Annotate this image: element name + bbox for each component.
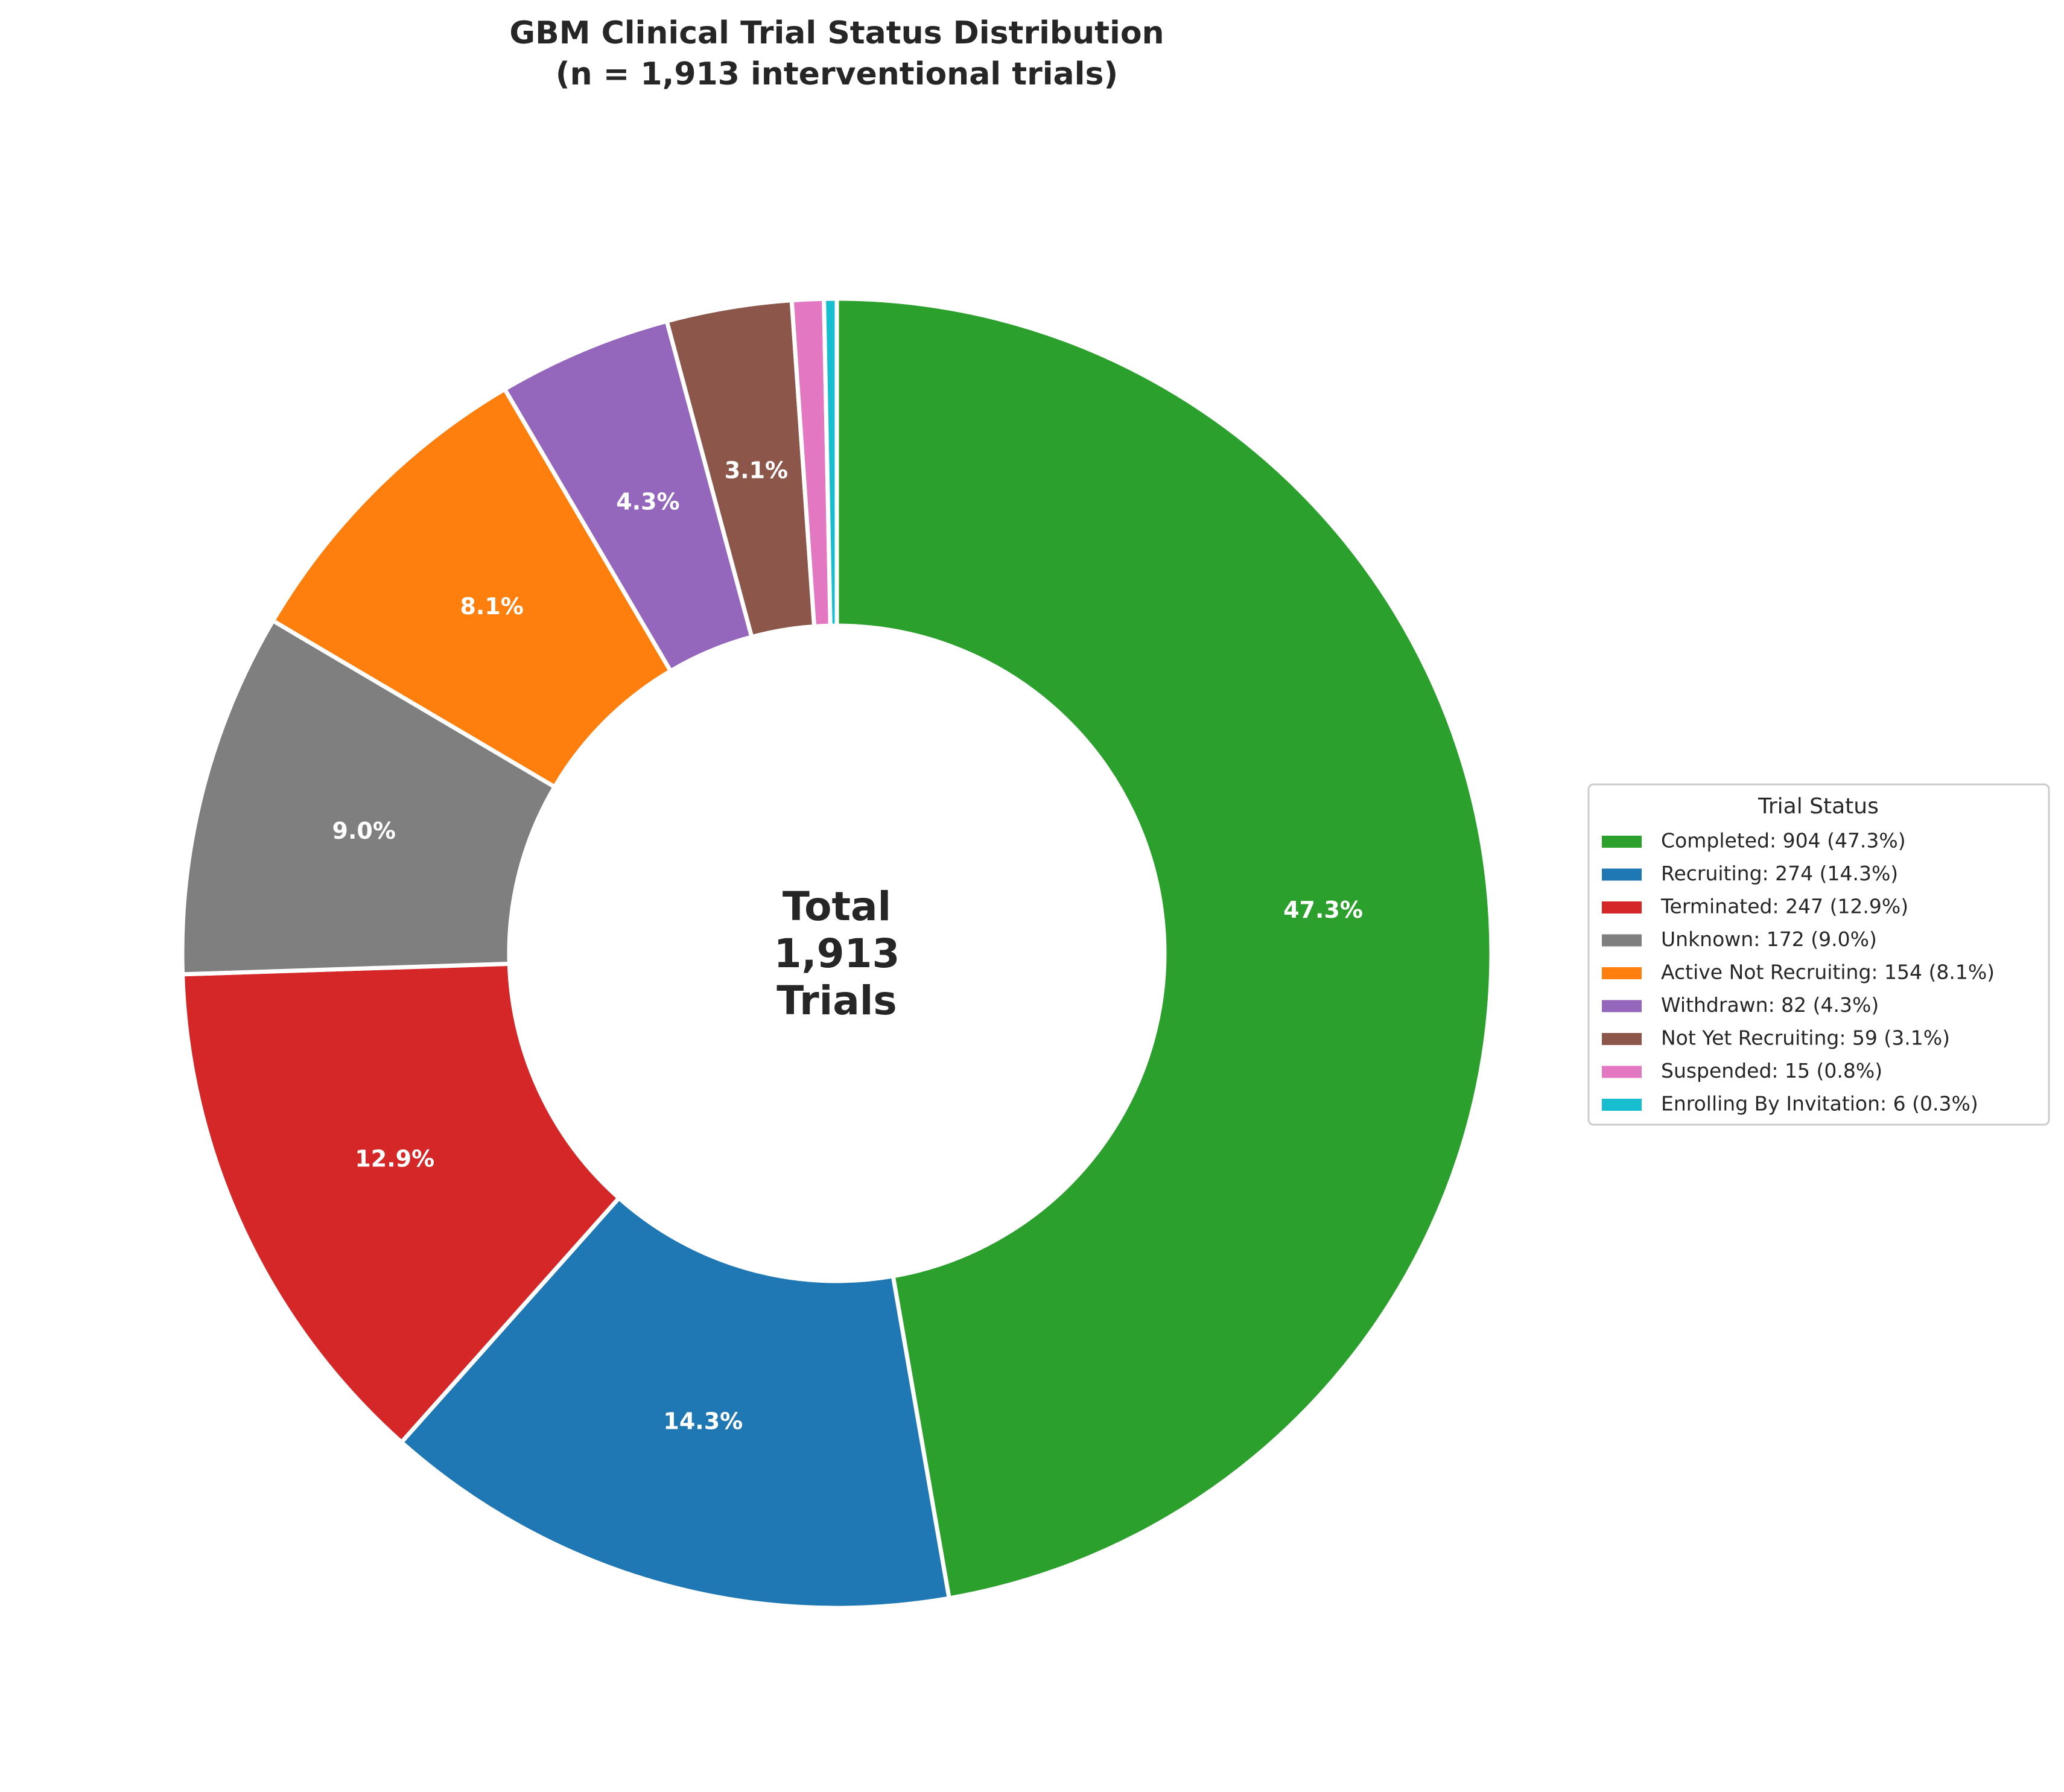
- legend-item: Active Not Recruiting: 154 (8.1%): [1602, 961, 1995, 984]
- legend-item: Terminated: 247 (12.9%): [1602, 895, 1908, 918]
- legend-title: Trial Status: [1758, 794, 1879, 819]
- legend-swatch: [1602, 868, 1642, 881]
- chart-title: GBM Clinical Trial Status Distribution (…: [509, 15, 1164, 92]
- legend: Trial Status Completed: 904 (47.3%) Recru…: [1587, 783, 2050, 1126]
- legend-label: Withdrawn: 82 (4.3%): [1661, 993, 1879, 1017]
- legend-label: Suspended: 15 (0.8%): [1661, 1059, 1882, 1082]
- legend-item: Enrolling By Invitation: 6 (0.3%): [1602, 1092, 1978, 1116]
- center-label-line-2: 1,913: [774, 930, 900, 977]
- slice-label-not-yet-recruiting: 3.1%: [725, 457, 788, 484]
- legend-swatch: [1602, 967, 1642, 979]
- slice-label-unknown: 9.0%: [332, 818, 396, 844]
- slice-labels: 47.3% 14.3% 12.9% 9.0% 8.1% 4.3% 3.1%: [332, 457, 1363, 1435]
- legend-swatch: [1602, 1099, 1642, 1111]
- slice-label-recruiting: 14.3%: [663, 1408, 743, 1435]
- slice-unknown: [180, 618, 557, 977]
- legend-items: Completed: 904 (47.3%) Recruiting: 274 (1…: [1602, 829, 1995, 1116]
- chart-title-line: GBM Clinical Trial Status Distribution: [509, 15, 1164, 51]
- legend-swatch: [1602, 901, 1642, 913]
- legend-label: Active Not Recruiting: 154 (8.1%): [1661, 961, 1995, 984]
- slice-label-terminated: 12.9%: [355, 1145, 434, 1172]
- legend-item: Suspended: 15 (0.8%): [1602, 1059, 1882, 1082]
- legend-item: Unknown: 172 (9.0%): [1602, 927, 1877, 951]
- legend-item: Not Yet Recruiting: 59 (3.1%): [1602, 1026, 1950, 1050]
- legend-label: Not Yet Recruiting: 59 (3.1%): [1661, 1026, 1950, 1050]
- center-label-line-3: Trials: [776, 977, 897, 1024]
- slice-label-active-not-recruiting: 8.1%: [460, 593, 523, 620]
- slice-completed: [834, 296, 1494, 1601]
- legend-item: Recruiting: 274 (14.3%): [1602, 862, 1898, 885]
- slice-terminated: [180, 961, 621, 1444]
- legend-swatch: [1602, 1000, 1642, 1012]
- chart-subtitle: (n = 1,913 interventional trials): [556, 56, 1118, 92]
- legend-swatch: [1602, 934, 1642, 947]
- slice-active-not-recruiting: [270, 387, 673, 789]
- legend-swatch: [1602, 1033, 1642, 1045]
- slice-recruiting: [399, 1196, 951, 1610]
- slice-label-withdrawn: 4.3%: [616, 489, 679, 515]
- center-label-line-1: Total: [783, 883, 891, 930]
- donut-slices: [180, 296, 1494, 1610]
- legend-frame: [1587, 783, 2050, 1126]
- legend-label: Enrolling By Invitation: 6 (0.3%): [1661, 1092, 1978, 1116]
- legend-label: Terminated: 247 (12.9%): [1660, 895, 1908, 918]
- legend-item: Completed: 904 (47.3%): [1602, 829, 1906, 853]
- legend-item: Withdrawn: 82 (4.3%): [1602, 993, 1879, 1017]
- slice-label-completed: 47.3%: [1283, 897, 1363, 923]
- center-label: Total 1,913 Trials: [774, 883, 900, 1024]
- legend-swatch: [1602, 1066, 1642, 1078]
- legend-swatch: [1602, 836, 1642, 848]
- legend-label: Completed: 904 (47.3%): [1661, 829, 1906, 853]
- legend-label: Unknown: 172 (9.0%): [1661, 927, 1877, 951]
- legend-label: Recruiting: 274 (14.3%): [1661, 862, 1898, 885]
- slice-enrolling-by-invitation: [822, 296, 839, 628]
